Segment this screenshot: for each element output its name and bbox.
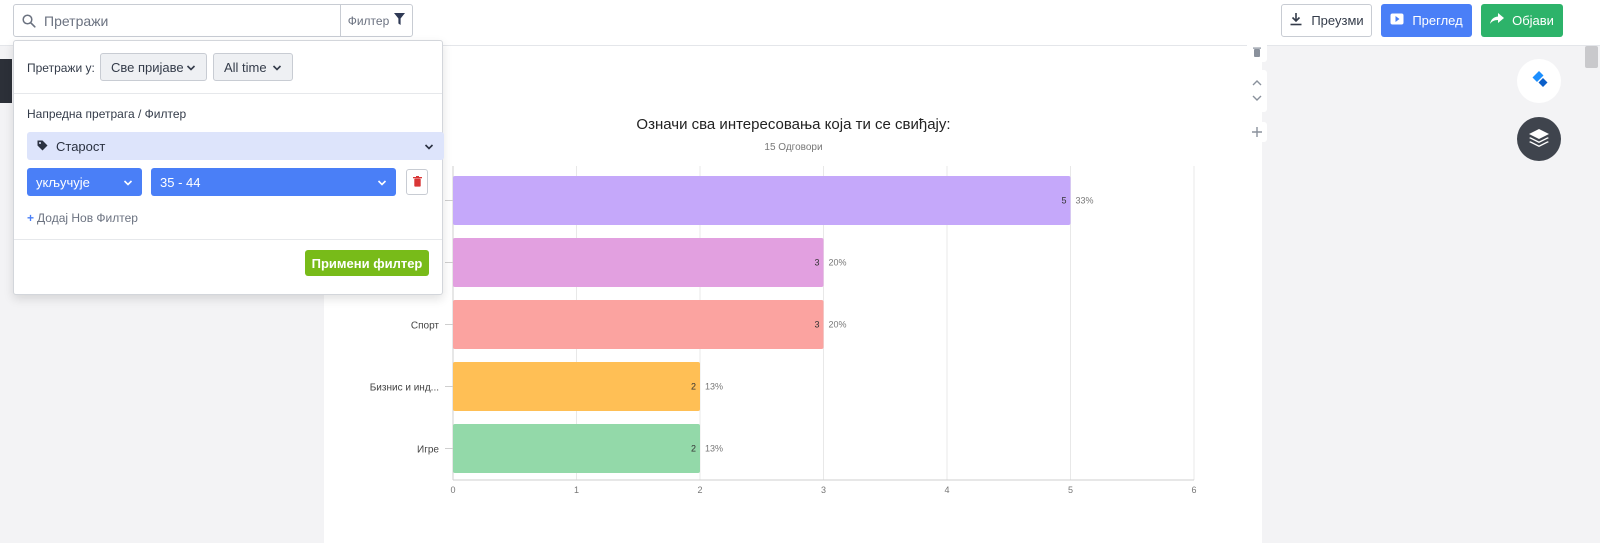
download-label: Преузми: [1311, 13, 1364, 28]
bar-value-label: 2: [691, 382, 696, 392]
field-value: Старост: [56, 138, 106, 154]
category-label: Спорт: [411, 321, 440, 332]
bar-percent-label: 20%: [829, 320, 847, 330]
apply-filter-button[interactable]: Примени филтер: [305, 250, 429, 276]
range-value: 35 - 44: [160, 174, 201, 190]
layers-icon: [1528, 128, 1550, 151]
reorder-controls: [1247, 70, 1267, 112]
chevron-up-icon[interactable]: [1251, 76, 1263, 91]
add-question-icon[interactable]: [1247, 122, 1267, 142]
plus-icon: +: [27, 211, 35, 225]
preview-label: Преглед: [1412, 13, 1463, 28]
divider: [14, 239, 442, 240]
bar-percent-label: 13%: [705, 444, 723, 454]
question-title: Означи сва интересовања која ти се свиђа…: [636, 116, 951, 133]
delete-question-icon[interactable]: [1247, 42, 1267, 62]
x-tick-label: 3: [821, 485, 826, 495]
bar-value-label: 3: [814, 258, 819, 268]
trash-icon: [412, 175, 422, 190]
sidebar-edge: [0, 59, 12, 103]
x-tick-label: 2: [697, 485, 702, 495]
time-value: All time: [224, 59, 267, 75]
add-filter-link[interactable]: + Додај Нов Филтер: [27, 211, 138, 225]
chevron-down-icon[interactable]: [1251, 91, 1263, 106]
publish-label: Објави: [1512, 13, 1554, 28]
download-button[interactable]: Преузми: [1281, 4, 1372, 37]
bar-percent-label: 20%: [829, 258, 847, 268]
x-tick-label: 4: [944, 485, 949, 495]
remove-filter-button[interactable]: [406, 169, 428, 195]
bar-value-label: 3: [814, 320, 819, 330]
search-input[interactable]: Претражи: [44, 12, 109, 29]
search-box[interactable]: Претражи Филтер: [13, 4, 413, 37]
operator-select[interactable]: укључује: [27, 168, 142, 196]
chevron-down-icon: [377, 175, 387, 190]
publish-button[interactable]: Објави: [1481, 4, 1563, 37]
x-tick-label: 6: [1191, 485, 1196, 495]
chart-bar: [453, 176, 1071, 225]
filter-toggle-button[interactable]: Филтер: [340, 5, 412, 36]
advanced-filter-label: Напредна претрага / Филтер: [27, 107, 187, 121]
scope-value: Све пријаве: [111, 59, 184, 75]
x-tick-label: 1: [574, 485, 579, 495]
x-tick-label: 5: [1068, 485, 1073, 495]
chevron-down-icon: [424, 139, 434, 154]
category-label: Бизнис и инд...: [370, 383, 439, 394]
search-icon: [14, 5, 44, 36]
funnel-icon: [394, 13, 406, 28]
preview-button[interactable]: Преглед: [1381, 4, 1472, 37]
filter-field-select[interactable]: Старост: [27, 132, 444, 160]
scope-select[interactable]: Све пријаве: [100, 53, 207, 81]
add-filter-label: Додај Нов Филтер: [37, 211, 138, 225]
chevron-down-icon: [186, 60, 196, 75]
app-logo-button[interactable]: [1517, 59, 1561, 103]
bar-percent-label: 13%: [705, 382, 723, 392]
download-icon: [1289, 12, 1303, 29]
response-count: 15 Одговори: [764, 142, 823, 153]
top-bar: Претражи Филтер Преузми Преглед Објави: [0, 0, 1600, 46]
category-label: Игре: [417, 445, 439, 456]
tag-icon: [37, 139, 48, 154]
chart-bar: [453, 300, 824, 349]
chevron-down-icon: [123, 175, 133, 190]
search-scope-row: Претражи у: Све пријаве All time: [14, 41, 442, 94]
chevron-down-icon: [272, 60, 282, 75]
share-arrow-icon: [1490, 13, 1505, 28]
chart-bar: [453, 362, 700, 411]
age-range-select[interactable]: 35 - 44: [151, 168, 396, 196]
layers-button[interactable]: [1517, 117, 1561, 161]
scrollbar-thumb[interactable]: [1585, 46, 1598, 68]
x-tick-label: 0: [450, 485, 455, 495]
bar-value-label: 5: [1061, 196, 1066, 206]
chart-bar: [453, 238, 824, 287]
play-icon: [1390, 13, 1404, 28]
filter-label: Филтер: [347, 13, 390, 28]
bar-percent-label: 33%: [1076, 196, 1094, 206]
operator-value: укључује: [36, 174, 90, 190]
bar-value-label: 2: [691, 444, 696, 454]
logo-icon: [1528, 69, 1550, 94]
filter-panel: Претражи у: Све пријаве All time Напредн…: [13, 40, 444, 295]
chart-bar: [453, 424, 700, 473]
search-in-label: Претражи у:: [27, 61, 95, 75]
time-range-select[interactable]: All time: [213, 53, 293, 81]
